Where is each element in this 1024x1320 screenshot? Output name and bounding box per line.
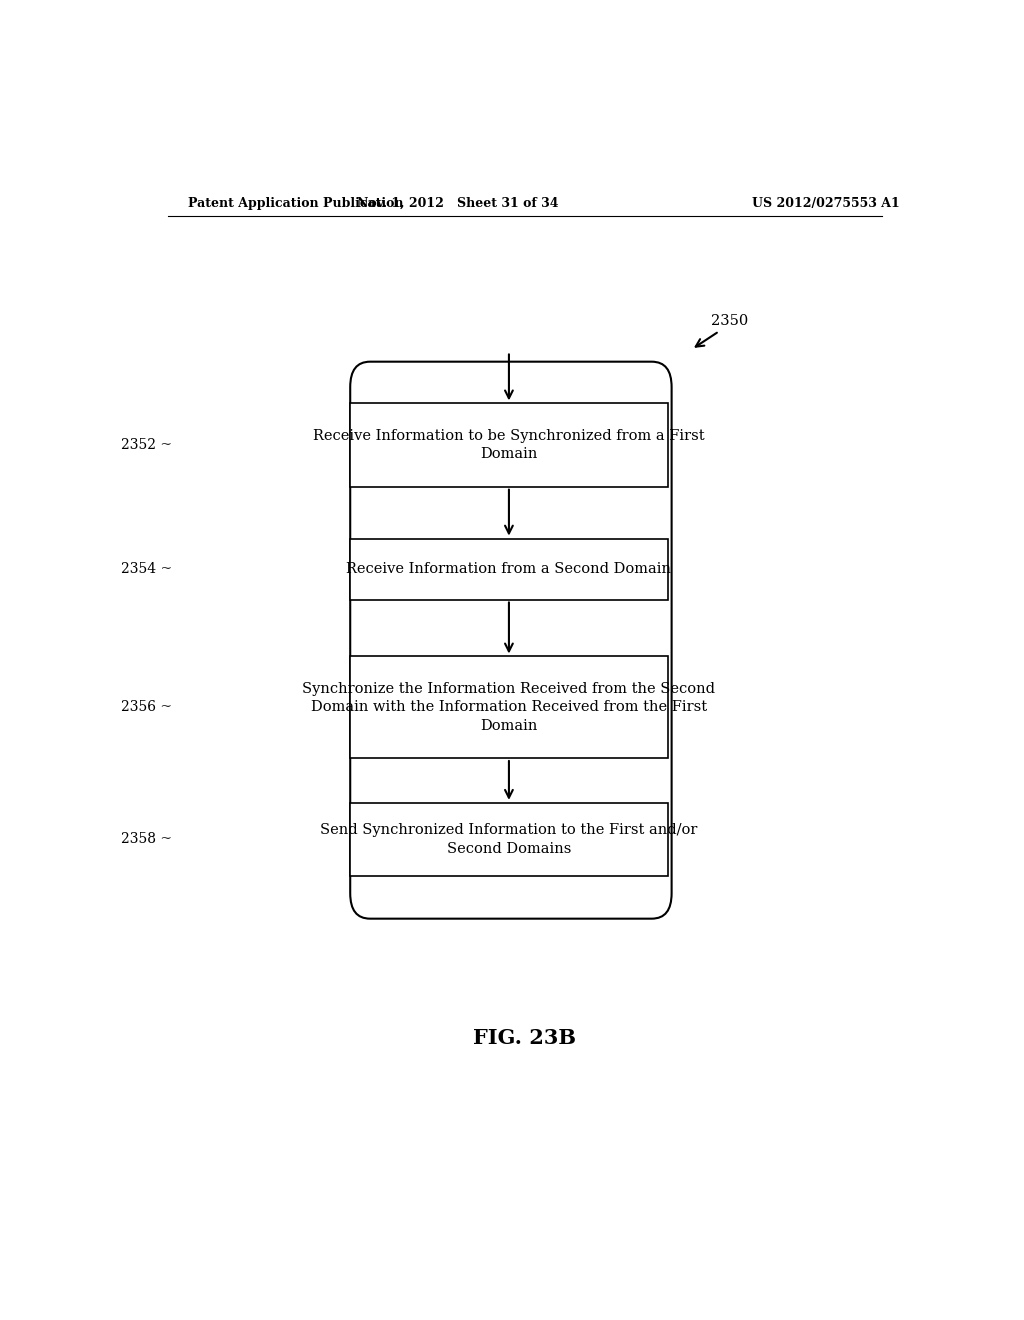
FancyBboxPatch shape (350, 539, 668, 599)
FancyBboxPatch shape (350, 404, 668, 487)
Text: Nov. 1, 2012   Sheet 31 of 34: Nov. 1, 2012 Sheet 31 of 34 (356, 197, 558, 210)
Text: 2356 ~: 2356 ~ (121, 700, 172, 714)
Text: US 2012/0275553 A1: US 2012/0275553 A1 (753, 197, 900, 210)
Text: 2352 ~: 2352 ~ (121, 438, 172, 451)
Text: Receive Information from a Second Domain: Receive Information from a Second Domain (346, 562, 672, 576)
Text: Send Synchronized Information to the First and/or
Second Domains: Send Synchronized Information to the Fir… (321, 824, 697, 855)
Text: 2354 ~: 2354 ~ (121, 562, 172, 576)
Text: 2350: 2350 (712, 314, 749, 329)
FancyBboxPatch shape (350, 803, 668, 876)
Text: Synchronize the Information Received from the Second
Domain with the Information: Synchronize the Information Received fro… (302, 682, 716, 733)
Text: Receive Information to be Synchronized from a First
Domain: Receive Information to be Synchronized f… (313, 429, 705, 461)
Text: Patent Application Publication: Patent Application Publication (187, 197, 403, 210)
Text: FIG. 23B: FIG. 23B (473, 1027, 577, 1048)
Text: 2358 ~: 2358 ~ (121, 833, 172, 846)
FancyBboxPatch shape (350, 656, 668, 758)
